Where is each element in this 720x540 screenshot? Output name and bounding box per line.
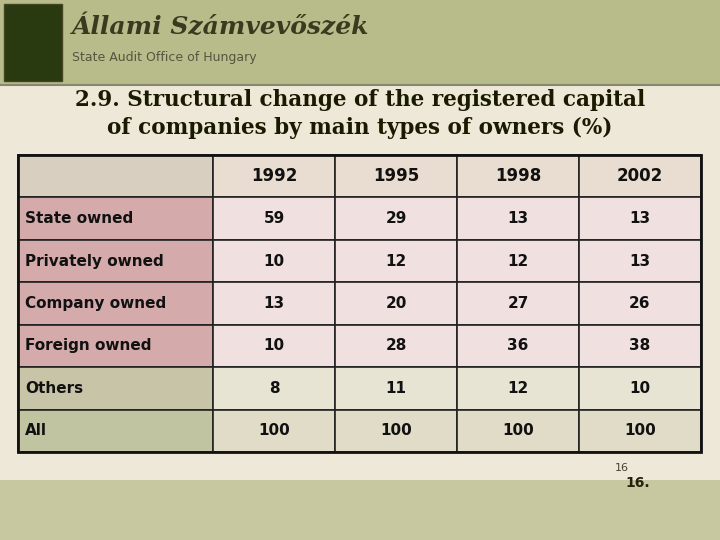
Text: 100: 100 <box>258 423 290 438</box>
Text: 13: 13 <box>264 296 284 311</box>
Bar <box>579 198 701 240</box>
Bar <box>579 282 701 325</box>
Bar <box>457 367 579 409</box>
Text: 13: 13 <box>629 211 651 226</box>
Bar <box>335 325 457 367</box>
Text: 16: 16 <box>615 463 629 473</box>
Bar <box>579 240 701 282</box>
Bar <box>335 409 457 452</box>
Bar <box>579 155 701 198</box>
Bar <box>213 282 335 325</box>
Bar <box>335 282 457 325</box>
Bar <box>335 198 457 240</box>
Text: 13: 13 <box>629 254 651 268</box>
Text: Privately owned: Privately owned <box>25 254 163 268</box>
Text: 12: 12 <box>508 381 528 396</box>
Text: 38: 38 <box>629 339 651 353</box>
Bar <box>457 198 579 240</box>
Bar <box>0 480 720 540</box>
Text: 2.9. Structural change of the registered capital: 2.9. Structural change of the registered… <box>75 89 645 111</box>
Text: 12: 12 <box>508 254 528 268</box>
Text: 10: 10 <box>629 381 651 396</box>
Text: 12: 12 <box>385 254 407 268</box>
Text: 8: 8 <box>269 381 279 396</box>
Text: of companies by main types of owners (%): of companies by main types of owners (%) <box>107 117 613 139</box>
Text: Állami Számvevőszék: Állami Számvevőszék <box>72 15 369 39</box>
Text: 29: 29 <box>385 211 407 226</box>
Text: 100: 100 <box>380 423 412 438</box>
Text: 100: 100 <box>624 423 656 438</box>
Text: 11: 11 <box>385 381 407 396</box>
Text: 26: 26 <box>629 296 651 311</box>
Text: 1998: 1998 <box>495 167 541 185</box>
Text: Foreign owned: Foreign owned <box>25 339 151 353</box>
Bar <box>18 155 213 198</box>
Text: 59: 59 <box>264 211 284 226</box>
Bar <box>4 4 62 81</box>
Text: State Audit Office of Hungary: State Audit Office of Hungary <box>72 51 256 64</box>
Text: 2002: 2002 <box>617 167 663 185</box>
Bar <box>457 240 579 282</box>
Bar <box>18 155 701 452</box>
Bar <box>335 367 457 409</box>
Bar <box>213 198 335 240</box>
Bar <box>457 409 579 452</box>
Text: Others: Others <box>25 381 83 396</box>
Bar <box>18 409 213 452</box>
Bar <box>18 282 213 325</box>
Text: 10: 10 <box>264 339 284 353</box>
Text: 1995: 1995 <box>373 167 419 185</box>
Bar <box>335 155 457 198</box>
Bar <box>579 367 701 409</box>
Bar <box>18 325 213 367</box>
Text: All: All <box>25 423 47 438</box>
Bar <box>213 409 335 452</box>
Bar <box>213 367 335 409</box>
Text: 13: 13 <box>508 211 528 226</box>
Bar <box>18 367 213 409</box>
Bar <box>579 325 701 367</box>
Bar <box>18 198 213 240</box>
Text: 36: 36 <box>508 339 528 353</box>
Bar <box>18 240 213 282</box>
Bar <box>0 0 720 85</box>
Text: 100: 100 <box>502 423 534 438</box>
Bar <box>213 240 335 282</box>
Text: 27: 27 <box>508 296 528 311</box>
Text: 1992: 1992 <box>251 167 297 185</box>
Text: 10: 10 <box>264 254 284 268</box>
Bar <box>457 325 579 367</box>
Bar <box>579 409 701 452</box>
Bar <box>457 155 579 198</box>
Text: State owned: State owned <box>25 211 133 226</box>
Bar <box>213 155 335 198</box>
Bar <box>335 240 457 282</box>
Text: 28: 28 <box>385 339 407 353</box>
Text: 20: 20 <box>385 296 407 311</box>
Text: Company owned: Company owned <box>25 296 166 311</box>
Bar <box>457 282 579 325</box>
Bar <box>213 325 335 367</box>
Text: 16.: 16. <box>626 476 650 490</box>
